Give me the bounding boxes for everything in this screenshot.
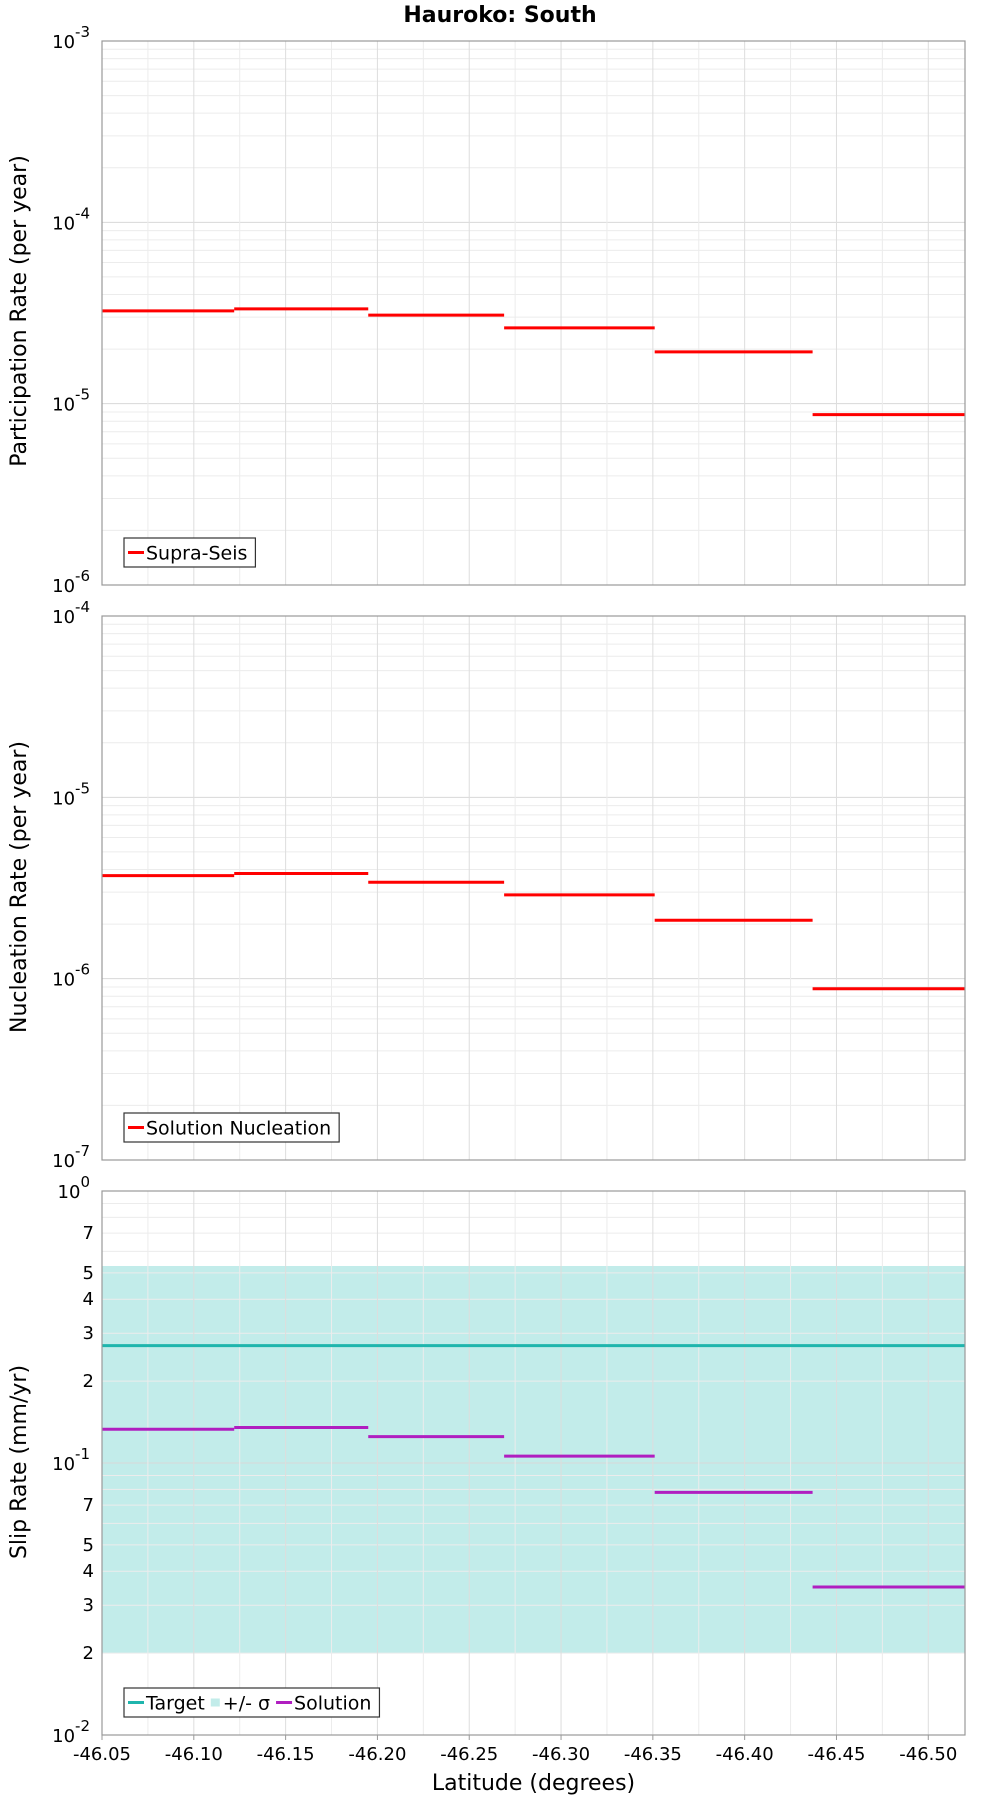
legend-box	[123, 1687, 381, 1718]
y-tick-base: 10	[52, 788, 75, 809]
legend-label: Solution	[294, 1693, 371, 1715]
y-gridlines	[102, 48, 965, 586]
legend-box	[123, 1112, 340, 1143]
x-gridlines	[101, 616, 929, 1160]
y-axis-title: Slip Rate (mm/yr)	[7, 1365, 32, 1559]
y-tick-base: 10	[52, 1454, 75, 1475]
x-tick-label: -46.50	[899, 1744, 957, 1765]
y-gridlines	[102, 623, 965, 1161]
y-tick-exponent: -4	[75, 598, 90, 616]
y-tick-exponent: -7	[75, 1142, 90, 1160]
plot-frame	[101, 615, 966, 1161]
y-tick-label: 10-6	[52, 961, 90, 991]
legend-label: Solution Nucleation	[146, 1118, 331, 1140]
y-tick-base: 10	[52, 970, 75, 991]
x-axis-title: Latitude (degrees)	[432, 1771, 635, 1796]
legend: Solution Nucleation	[123, 1112, 340, 1143]
x-tick-label: -46.35	[624, 1744, 682, 1765]
plot-area	[102, 41, 965, 585]
x-tick-label: -46.05	[73, 1744, 131, 1765]
y-tick-label: 10-7	[52, 1142, 90, 1172]
y-tick-exponent: -4	[75, 204, 90, 222]
y-tick-label: 10-5	[52, 386, 90, 416]
series-solution	[102, 1426, 965, 1589]
x-gridlines	[101, 41, 929, 585]
plot-frame	[101, 40, 966, 586]
y-minor-tick-label: 7	[83, 1495, 94, 1516]
y-minor-tick-label: 4	[83, 1561, 94, 1582]
y-gridlines	[102, 1202, 965, 1736]
y-minor-tick-label: 5	[83, 1535, 94, 1556]
y-tick-label: 10-4	[52, 598, 90, 628]
y-tick-base: 10	[52, 213, 75, 234]
y-minor-tick-label: 5	[83, 1263, 94, 1284]
legend: Supra-Seis	[123, 537, 257, 568]
x-tick-label: -46.30	[532, 1744, 590, 1765]
uncertainty-band	[102, 1265, 965, 1654]
legend-label: Target	[145, 1693, 205, 1715]
y-tick-label: 100	[58, 1173, 90, 1203]
y-tick-label: 10-3	[52, 23, 90, 53]
x-tick-label: -46.40	[716, 1744, 774, 1765]
y-minor-tick-label: 2	[83, 1643, 94, 1664]
y-tick-exponent: -6	[75, 567, 90, 585]
legend-label: Supra-Seis	[146, 543, 247, 565]
y-tick-exponent: -3	[75, 23, 90, 41]
x-tick-label: -46.15	[257, 1744, 315, 1765]
y-tick-exponent: -2	[75, 1717, 90, 1735]
y-tick-base: 10	[52, 576, 75, 597]
y-tick-base: 10	[58, 1182, 81, 1203]
y-tick-label: 10-1	[52, 1445, 90, 1475]
y-tick-base: 10	[52, 395, 75, 416]
x-tick-label: -46.10	[165, 1744, 223, 1765]
legend-swatch	[210, 1698, 220, 1707]
plot-frame	[101, 1190, 966, 1736]
y-minor-tick-label: 7	[83, 1223, 94, 1244]
y-tick-label: 10-5	[52, 779, 90, 809]
y-tick-label: 10-6	[52, 567, 90, 597]
plot-area	[102, 616, 965, 1160]
y-minor-tick-label: 4	[83, 1289, 94, 1310]
y-tick-base: 10	[52, 607, 75, 628]
y-tick-exponent: -5	[75, 779, 90, 797]
y-minor-tick-label: 3	[83, 1595, 94, 1616]
y-axis-title: Nucleation Rate (per year)	[7, 741, 32, 1033]
x-tick-label: -46.20	[348, 1744, 406, 1765]
series-solution-nucleation	[102, 872, 965, 991]
y-minor-tick-label: 2	[83, 1371, 94, 1392]
y-tick-label: 10-2	[52, 1717, 90, 1747]
legend: Target +/- σ Solution	[123, 1687, 381, 1718]
x-tick-label: -46.45	[807, 1744, 865, 1765]
y-tick-base: 10	[52, 32, 75, 53]
y-tick-exponent: 0	[80, 1173, 90, 1191]
legend-label: +/- σ	[223, 1693, 270, 1715]
legend-box	[123, 537, 257, 568]
y-tick-exponent: -1	[75, 1445, 90, 1463]
y-tick-base: 10	[52, 1151, 75, 1172]
figure-title: Hauroko: South	[403, 3, 596, 28]
x-tick-label: -46.25	[440, 1744, 498, 1765]
y-tick-base: 10	[52, 1726, 75, 1747]
y-minor-tick-label: 3	[83, 1323, 94, 1344]
y-tick-exponent: -6	[75, 961, 90, 979]
y-tick-exponent: -5	[75, 386, 90, 404]
y-tick-label: 10-4	[52, 204, 90, 234]
y-axis-title: Participation Rate (per year)	[7, 155, 32, 467]
series-supra-seis	[102, 307, 965, 417]
